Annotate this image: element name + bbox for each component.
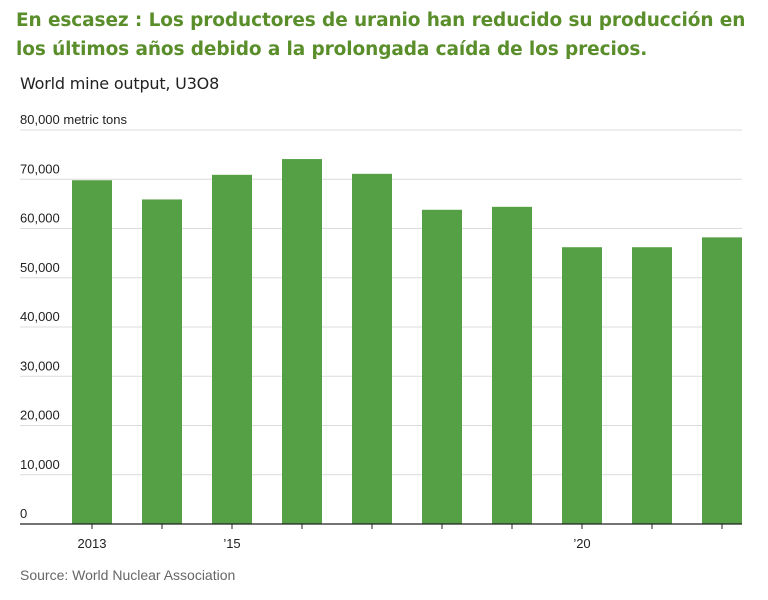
source-note: Source: World Nuclear Association <box>20 567 236 583</box>
chart-title: World mine output, U3O8 <box>20 74 220 93</box>
x-tick-label-2020: ’20 <box>573 536 590 551</box>
x-tick-label-2015: ’15 <box>223 536 240 551</box>
y-tick-label-10000: 10,000 <box>20 457 60 472</box>
bar-2015 <box>212 174 252 524</box>
y-tick-label-80000: 80,000 metric tons <box>20 112 127 127</box>
bar-2019 <box>492 206 532 524</box>
bar-2017 <box>352 173 392 524</box>
bar-2013 <box>72 180 112 525</box>
bar-2020 <box>562 247 602 524</box>
bar-2016 <box>282 159 322 524</box>
y-tick-label-60000: 60,000 <box>20 211 60 226</box>
y-tick-label-50000: 50,000 <box>20 260 60 275</box>
y-tick-label-0: 0 <box>20 506 27 521</box>
bar-2022 <box>702 237 742 525</box>
bar-2014 <box>142 199 182 524</box>
y-tick-label-30000: 30,000 <box>20 358 60 373</box>
headline: En escasez : Los productores de uranio h… <box>16 10 746 60</box>
bar-2021 <box>632 247 672 524</box>
x-tick-label-2013: 2013 <box>78 536 107 551</box>
y-tick-label-70000: 70,000 <box>20 161 60 176</box>
y-tick-label-20000: 20,000 <box>20 408 60 423</box>
y-tick-label-40000: 40,000 <box>20 309 60 324</box>
bar-2018 <box>422 209 462 524</box>
